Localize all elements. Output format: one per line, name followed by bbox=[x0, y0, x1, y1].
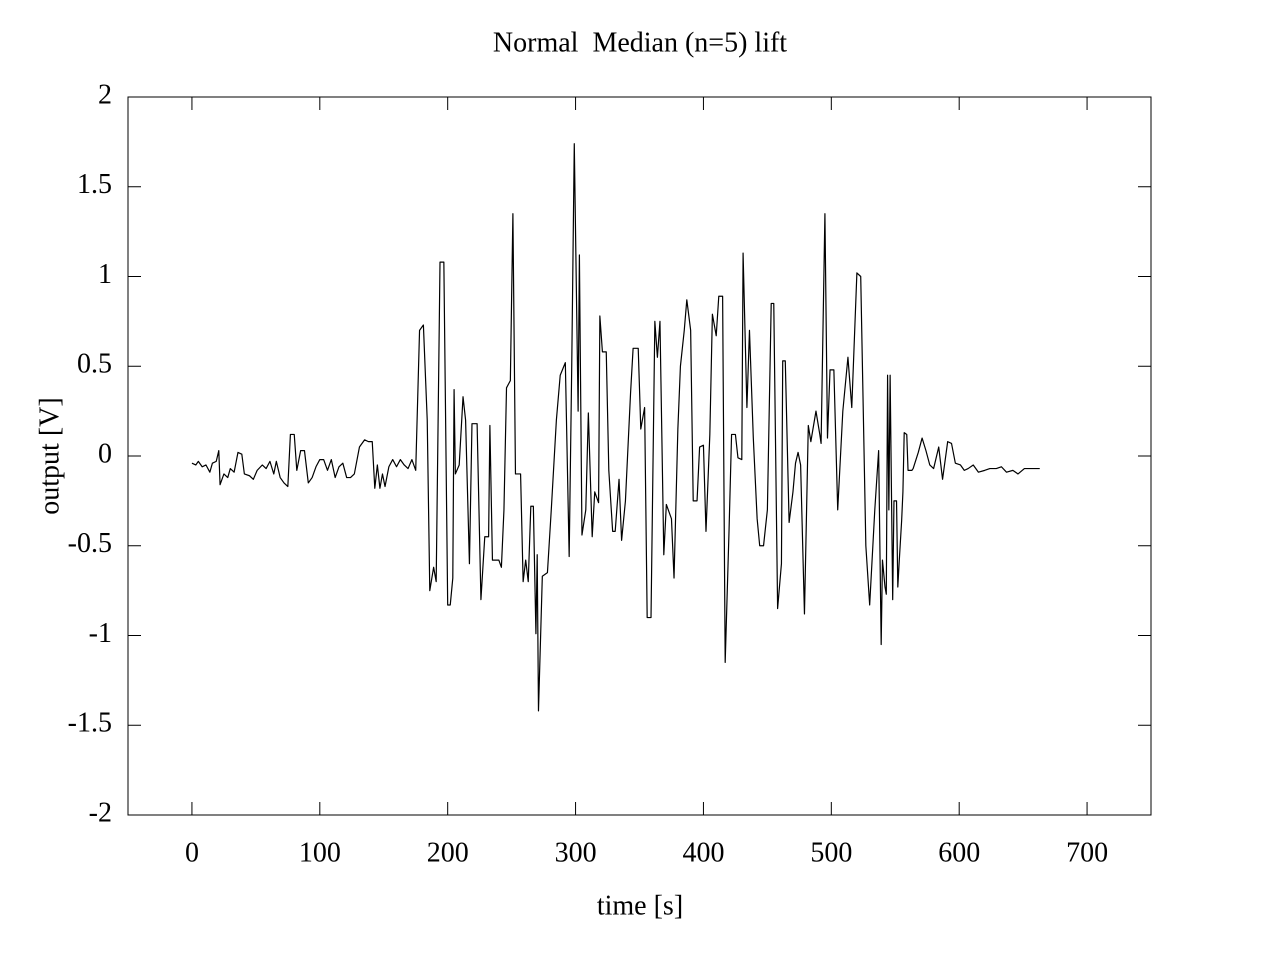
x-tick-label: 300 bbox=[555, 837, 597, 868]
x-axis-label: time [s] bbox=[597, 890, 683, 921]
chart-title: Normal Median (n=5) lift bbox=[493, 27, 787, 58]
y-tick-label: 0.5 bbox=[77, 349, 112, 380]
y-tick-label: -1.5 bbox=[68, 708, 112, 739]
y-tick-label: 1 bbox=[98, 259, 112, 290]
x-tick-label: 500 bbox=[810, 837, 852, 868]
x-tick-label: 200 bbox=[427, 837, 469, 868]
plot-frame bbox=[127, 96, 1152, 816]
y-tick-label: -1 bbox=[89, 618, 112, 649]
y-tick-label: -0.5 bbox=[68, 528, 112, 559]
x-tick-label: 0 bbox=[185, 837, 199, 868]
x-tick-label: 100 bbox=[299, 837, 341, 868]
y-axis-label: output [V] bbox=[34, 397, 65, 514]
y-tick-label: 1.5 bbox=[77, 169, 112, 200]
x-tick-label: 600 bbox=[938, 837, 980, 868]
x-tick-label: 400 bbox=[682, 837, 724, 868]
y-tick-label: -2 bbox=[89, 797, 112, 828]
x-tick-label: 700 bbox=[1066, 837, 1108, 868]
data-line bbox=[191, 143, 1040, 712]
y-tick-label: 0 bbox=[98, 438, 112, 469]
y-tick-label: 2 bbox=[98, 79, 112, 110]
